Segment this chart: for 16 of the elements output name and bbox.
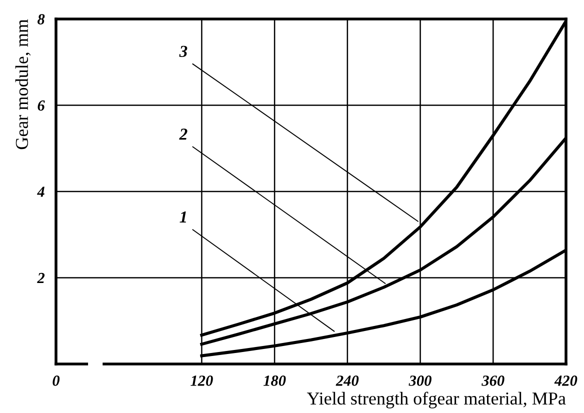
x-tick-label: 420 bbox=[554, 376, 578, 386]
x-tick-label: 300 bbox=[408, 376, 432, 386]
y-tick-label: 4 bbox=[37, 186, 44, 197]
x-tick-label: 180 bbox=[263, 376, 286, 386]
x-tick-label: 360 bbox=[482, 376, 504, 386]
y-tick-label: 8 bbox=[38, 14, 45, 24]
x-tick-label: 120 bbox=[190, 376, 213, 386]
annotation: 1 bbox=[180, 211, 186, 222]
x-tick-label: 240 bbox=[336, 376, 359, 386]
y-axis-title: Gear module, mm bbox=[15, 19, 31, 150]
y-tick-label: 6 bbox=[38, 100, 45, 111]
x-tick-label: 0 bbox=[52, 376, 60, 386]
annotation: 3 bbox=[179, 46, 188, 58]
y-tick-label: 2 bbox=[37, 272, 45, 284]
x-axis-title: Yield strength ofgear material, MPa bbox=[306, 392, 566, 408]
annotation: 2 bbox=[179, 128, 188, 140]
